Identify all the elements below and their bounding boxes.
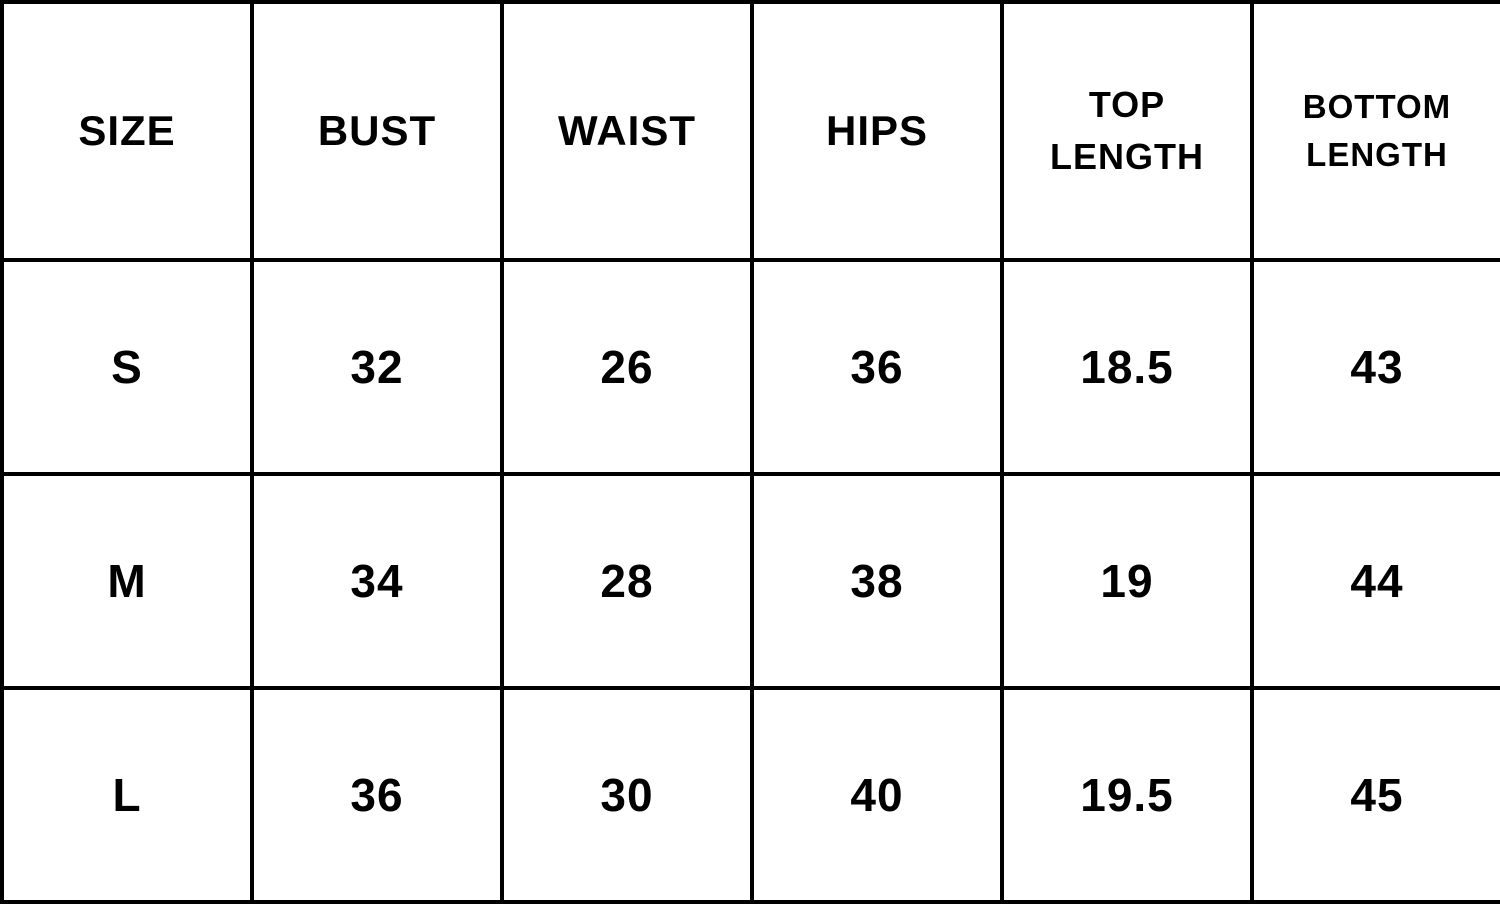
header-label-hips: HIPS xyxy=(825,107,929,154)
table-row-s: S 32 26 36 18.5 43 xyxy=(0,258,1500,476)
cell-hips-m: 38 xyxy=(750,472,1004,690)
header-label-bottom-length: BOTTOM LENGTH xyxy=(1302,88,1452,173)
cell-bottom-length-l: 45 xyxy=(1250,686,1500,904)
cell-waist-m: 28 xyxy=(500,472,754,690)
table-row-l: L 36 30 40 19.5 45 xyxy=(0,686,1500,904)
header-label-bust: BUST xyxy=(317,107,437,154)
cell-bust-s: 32 xyxy=(250,258,504,476)
cell-hips-l: 40 xyxy=(750,686,1004,904)
cell-size-m: M xyxy=(0,472,254,690)
header-cell-size: SIZE xyxy=(0,0,254,262)
header-label-waist: WAIST xyxy=(558,107,696,154)
cell-hips-s: 36 xyxy=(750,258,1004,476)
header-cell-top-length: TOP LENGTH xyxy=(1000,0,1254,262)
table-body: S 32 26 36 18.5 43 M 34 28 38 19 44 L 36… xyxy=(0,258,1500,904)
cell-bust-l: 36 xyxy=(250,686,504,904)
cell-bottom-length-s: 43 xyxy=(1250,258,1500,476)
cell-top-length-l: 19.5 xyxy=(1000,686,1254,904)
header-label-size: SIZE xyxy=(78,107,176,154)
cell-bust-m: 34 xyxy=(250,472,504,690)
cell-top-length-m: 19 xyxy=(1000,472,1254,690)
cell-waist-l: 30 xyxy=(500,686,754,904)
table-row-m: M 34 28 38 19 44 xyxy=(0,472,1500,690)
cell-size-l: L xyxy=(0,686,254,904)
header-label-top-length: TOP LENGTH xyxy=(1050,83,1204,177)
header-row: SIZE BUST WAIST HIPS TOP LENGTH BOTTOM L… xyxy=(0,0,1500,262)
header-cell-hips: HIPS xyxy=(750,0,1004,262)
cell-top-length-s: 18.5 xyxy=(1000,258,1254,476)
header-cell-bottom-length: BOTTOM LENGTH xyxy=(1250,0,1500,262)
header-cell-waist: WAIST xyxy=(500,0,754,262)
cell-bottom-length-m: 44 xyxy=(1250,472,1500,690)
table-header: SIZE BUST WAIST HIPS TOP LENGTH BOTTOM L… xyxy=(0,0,1500,262)
cell-waist-s: 26 xyxy=(500,258,754,476)
cell-size-s: S xyxy=(0,258,254,476)
header-cell-bust: BUST xyxy=(250,0,504,262)
